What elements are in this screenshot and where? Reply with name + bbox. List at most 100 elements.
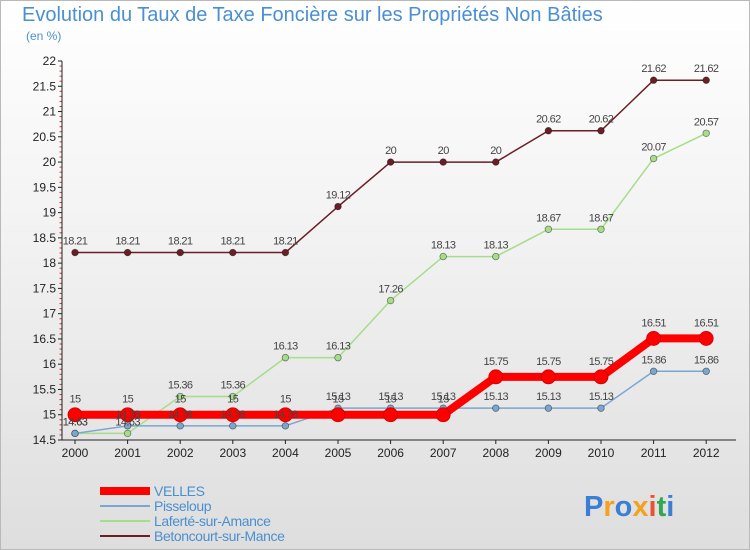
data-point — [702, 129, 710, 137]
y-tick-label: 21.5 — [33, 79, 57, 93]
data-label: 14.78 — [115, 409, 140, 421]
data-label: 20.62 — [589, 114, 614, 126]
y-minor-tick — [59, 328, 62, 330]
y-tick-label: 16.5 — [33, 332, 57, 346]
data-label: 15 — [175, 394, 187, 406]
data-label: 16.13 — [273, 341, 298, 353]
data-point — [439, 252, 447, 261]
data-label: 15.13 — [326, 391, 351, 403]
y-minor-tick — [59, 171, 62, 173]
data-label: 15.13 — [484, 391, 509, 403]
y-minor-tick — [59, 166, 62, 168]
logo-letter: t — [657, 491, 667, 523]
y-minor-tick — [59, 116, 62, 118]
y-minor-tick — [59, 298, 62, 300]
data-point — [176, 248, 184, 257]
y-minor-tick — [59, 181, 62, 183]
y-minor-tick — [59, 105, 62, 107]
data-point — [597, 127, 605, 135]
y-minor-tick — [59, 232, 62, 234]
y-minor-tick — [59, 191, 62, 193]
data-point — [334, 353, 342, 362]
y-minor-tick — [59, 333, 62, 335]
data-label: 14.63 — [63, 416, 88, 428]
data-point — [281, 422, 290, 430]
series-betoncourt-sur-mance — [71, 76, 710, 257]
data-label: 15.36 — [168, 380, 193, 392]
y-minor-tick — [59, 434, 62, 436]
x-tick-label: 2000 — [62, 446, 89, 460]
data-label: 18.21 — [115, 236, 140, 248]
data-label: 14.78 — [221, 409, 246, 421]
y-tick-label: 19.5 — [33, 180, 57, 194]
y-minor-tick — [59, 348, 62, 350]
y-tick-label: 20 — [43, 155, 57, 169]
data-point — [597, 404, 605, 412]
data-label: 20.57 — [694, 116, 719, 128]
data-label: 15 — [227, 394, 239, 406]
data-label: 19.12 — [326, 190, 351, 202]
y-minor-tick — [59, 404, 62, 406]
data-label: 18.21 — [273, 236, 298, 248]
data-point — [277, 407, 293, 423]
data-label: 18.67 — [536, 212, 561, 224]
data-point — [544, 404, 553, 412]
logo-letter: i — [649, 491, 657, 523]
legend-swatch — [100, 535, 150, 537]
data-point — [541, 369, 556, 385]
y-minor-tick — [59, 80, 62, 82]
proxiti-logo: Proxiti — [584, 491, 674, 523]
data-label: 18.21 — [63, 236, 88, 248]
y-tick-label: 22 — [43, 54, 57, 68]
data-label: 14.63 — [115, 416, 140, 428]
legend-label: VELLES — [154, 483, 205, 499]
y-minor-tick — [59, 75, 62, 77]
y-minor-tick — [59, 399, 62, 401]
data-point — [176, 422, 184, 430]
logo-letter: o — [615, 491, 633, 523]
data-point — [281, 353, 290, 362]
data-label: 16.51 — [641, 317, 666, 329]
logo-letter: P — [584, 491, 603, 523]
data-label: 15.13 — [589, 391, 614, 403]
data-label: 18.13 — [431, 240, 456, 252]
x-tick-label: 2011 — [641, 446, 667, 460]
data-point — [281, 248, 290, 257]
data-label: 16.13 — [326, 341, 351, 353]
y-tick-label: 14.5 — [33, 433, 57, 447]
x-tick-label: 2002 — [167, 446, 194, 460]
y-minor-tick — [59, 70, 62, 72]
data-point — [334, 202, 342, 211]
y-minor-tick — [59, 378, 62, 380]
data-point — [71, 429, 79, 438]
y-minor-tick — [59, 373, 62, 375]
data-point — [649, 367, 658, 375]
legend-label: Betoncourt-sur-Mance — [154, 528, 285, 544]
data-point — [435, 407, 451, 423]
y-minor-tick — [59, 323, 62, 325]
x-tick-label: 2005 — [325, 446, 352, 460]
x-tick-label: 2006 — [377, 446, 404, 460]
data-point — [386, 158, 395, 166]
y-minor-tick — [59, 282, 62, 284]
data-label: 15 — [69, 394, 81, 406]
data-point — [120, 407, 135, 423]
y-minor-tick — [59, 121, 62, 123]
y-tick-label: 21 — [43, 105, 57, 119]
data-label: 15.86 — [641, 354, 666, 366]
data-label: 14.78 — [168, 409, 193, 421]
y-minor-tick — [59, 383, 62, 385]
y-minor-tick — [59, 126, 62, 128]
data-point — [229, 248, 237, 257]
y-minor-tick — [59, 222, 62, 224]
y-minor-tick — [59, 318, 62, 320]
y-minor-tick — [59, 65, 62, 67]
data-point — [649, 76, 658, 84]
y-minor-tick — [59, 303, 62, 305]
logo-letter: i — [666, 491, 674, 523]
data-label: 20.62 — [536, 114, 561, 126]
y-minor-tick — [59, 207, 62, 209]
data-point — [67, 407, 83, 423]
data-label: 18.13 — [484, 240, 509, 252]
y-minor-tick — [59, 358, 62, 360]
